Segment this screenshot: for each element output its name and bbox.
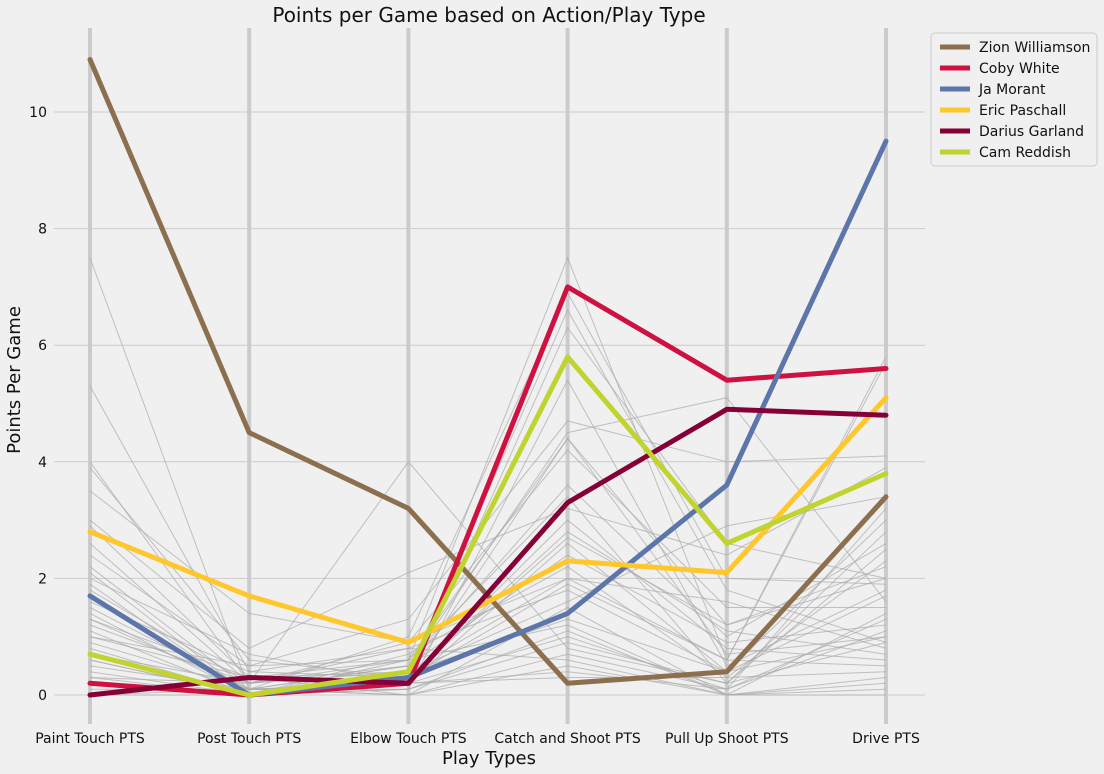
y-tick-label: 8 bbox=[38, 222, 47, 238]
x-axis-label: Play Types bbox=[442, 748, 536, 769]
background-series-line bbox=[89, 496, 887, 679]
chart-title: Points per Game based on Action/Play Typ… bbox=[272, 3, 705, 27]
y-axis-label: Points Per Game bbox=[4, 306, 25, 454]
legend-entry-label: Cam Reddish bbox=[979, 145, 1071, 161]
x-tick-label: Drive PTS bbox=[852, 731, 920, 747]
background-series-line bbox=[89, 618, 887, 696]
series-line-cam-reddish bbox=[87, 354, 889, 698]
x-tick-label: Paint Touch PTS bbox=[35, 731, 145, 747]
background-series-line bbox=[89, 420, 887, 667]
series-line-eric-paschall bbox=[87, 395, 889, 645]
y-tick-label: 0 bbox=[38, 688, 47, 704]
legend-entry-label: Coby White bbox=[979, 61, 1060, 77]
y-tick-labels: 0 2 4 6 8 10 bbox=[29, 105, 47, 704]
x-tick-labels: Paint Touch PTS Post Touch PTS Elbow Touch… bbox=[35, 731, 920, 747]
y-tick-label: 10 bbox=[29, 105, 47, 121]
background-series-line bbox=[89, 636, 886, 696]
highlight-series-group bbox=[87, 57, 889, 698]
y-tick-label: 4 bbox=[38, 455, 47, 471]
background-series-line bbox=[89, 385, 887, 673]
legend-box bbox=[930, 32, 1098, 167]
x-tick-label: Catch and Shoot PTS bbox=[494, 731, 640, 747]
legend-entry-label: Ja Morant bbox=[978, 82, 1046, 98]
background-series-line bbox=[89, 449, 886, 684]
x-tick-label: Post Touch PTS bbox=[197, 731, 301, 747]
legend-entry-label: Eric Paschall bbox=[979, 103, 1066, 119]
background-series-line bbox=[89, 531, 887, 679]
series-line-darius-garland bbox=[87, 406, 889, 698]
x-tick-label: Elbow Touch PTS bbox=[350, 731, 467, 747]
legend: Zion Williamson Coby White Ja Morant Eric P… bbox=[930, 32, 1098, 167]
legend-entry-label: Zion Williamson bbox=[979, 40, 1090, 56]
series-line-coby-white bbox=[87, 284, 889, 698]
legend-entry-label: Darius Garland bbox=[979, 124, 1084, 140]
background-series-line bbox=[89, 326, 887, 684]
background-series-line bbox=[89, 624, 887, 696]
y-tick-label: 6 bbox=[38, 338, 47, 354]
y-tick-label: 2 bbox=[38, 571, 47, 587]
background-series-line bbox=[89, 437, 887, 679]
x-tick-label: Pull Up Shoot PTS bbox=[665, 731, 789, 747]
